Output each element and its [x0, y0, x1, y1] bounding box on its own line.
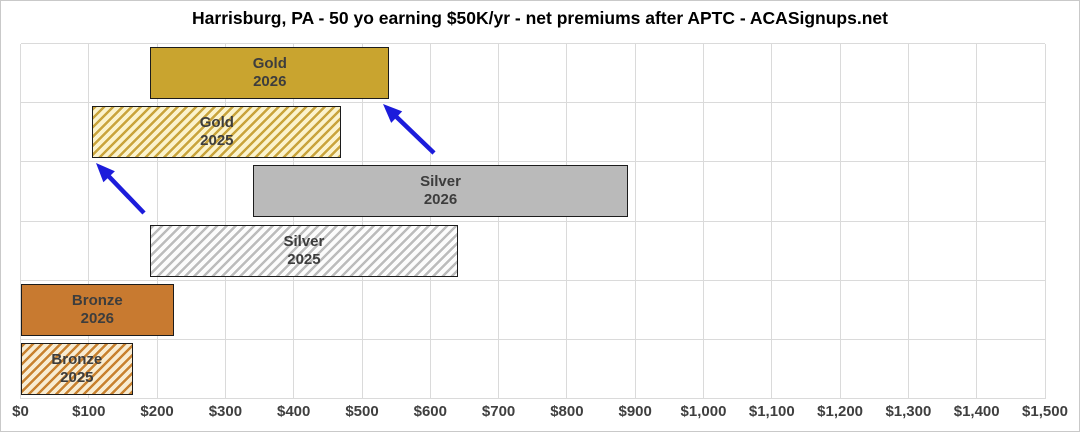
- bar-label-plan: Silver: [420, 173, 461, 191]
- bar-label-plan: Silver: [283, 232, 325, 250]
- x-tick-label: $300: [208, 403, 243, 420]
- horizontal-gridline: [20, 279, 1045, 281]
- x-tick-label: $1,400: [953, 403, 1000, 420]
- bar-label-year: 2026: [253, 73, 287, 91]
- bar-label-plan: Bronze: [51, 350, 103, 368]
- plot-area: Gold 2026 Gold 2025 Silver 2026 Silver 2025 Bron…: [20, 43, 1046, 399]
- x-tick-label: $1,300: [885, 403, 932, 420]
- bar-silver-2026: Silver 2026: [252, 165, 629, 218]
- bar-label-plan: Gold: [252, 55, 287, 73]
- x-tick-label: $1,000: [680, 403, 727, 420]
- horizontal-gridline: [20, 161, 1045, 163]
- bar-label-plan: Gold: [199, 114, 234, 132]
- x-axis: $0 $100 $200 $300 $400 $500 $600 $700 $800 $900 $1…: [12, 401, 1068, 427]
- x-tick-label: $500: [345, 403, 379, 420]
- horizontal-gridline: [20, 220, 1045, 222]
- x-tick-label: $400: [277, 403, 311, 420]
- bar-bronze-2025: Bronze 2025: [20, 342, 134, 395]
- bar-silver-2025: Silver 2025: [150, 224, 458, 277]
- x-tick-label: $200: [140, 403, 174, 420]
- bar-label-year: 2025: [287, 250, 321, 268]
- horizontal-gridline: [20, 398, 1045, 399]
- bar-gold-2026: Gold 2026: [150, 47, 390, 100]
- x-tick-label: $0: [12, 403, 29, 420]
- bar-label-year: 2026: [423, 191, 458, 209]
- bar-label-plan: Bronze: [71, 291, 123, 309]
- horizontal-gridline: [20, 338, 1045, 340]
- bar-label-year: 2025: [200, 132, 234, 150]
- horizontal-gridline: [20, 43, 1045, 44]
- x-tick-label: $100: [72, 403, 106, 420]
- x-tick-label: $600: [413, 403, 447, 420]
- x-tick-label: $1,500: [1022, 403, 1068, 420]
- x-tick-label: $1,100: [748, 403, 795, 420]
- chart-title: Harrisburg, PA - 50 yo earning $50K/yr -…: [192, 8, 888, 28]
- x-tick-label: $800: [550, 403, 584, 420]
- bar-label-year: 2026: [80, 309, 115, 327]
- horizontal-gridline: [20, 102, 1045, 104]
- x-tick-label: $1,200: [817, 403, 864, 420]
- vertical-gridline: [1044, 43, 1046, 399]
- bar-label-year: 2025: [60, 368, 94, 386]
- bar-gold-2025: Gold 2025: [92, 106, 342, 159]
- x-tick-label: $900: [618, 403, 652, 420]
- x-tick-label: $700: [481, 403, 516, 420]
- bar-bronze-2026: Bronze 2026: [20, 283, 175, 336]
